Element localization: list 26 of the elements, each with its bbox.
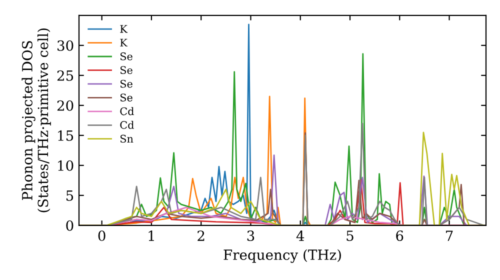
legend-label: Cd [120, 120, 134, 129]
y-tick-label: 0 [66, 220, 74, 231]
x-tick-label: 2 [198, 230, 204, 241]
x-tick-label: 0 [98, 230, 106, 242]
y-tick-label: 10 [58, 160, 74, 171]
legend-label: Se [120, 80, 132, 88]
y-tick-label: 15 [58, 130, 74, 141]
x-tick-label: 5 [346, 230, 354, 242]
legend-label: K [120, 38, 128, 46]
y-tick-label: 25 [57, 70, 74, 81]
legend-label: K [120, 25, 128, 33]
y-tick-label: 5 [66, 190, 74, 201]
x-tick-label: 7 [446, 230, 453, 241]
legend-label: Se [120, 66, 132, 74]
y-axis-title: Phonon projected DOS (States/THz·primitive cell) [22, 28, 51, 212]
x-tick-label: 1 [148, 230, 154, 241]
legend-label: Sn [120, 134, 134, 143]
x-axis-title: Frequency (THz) [224, 249, 341, 263]
legend-label: Cd [120, 107, 134, 116]
y-tick-label: 20 [57, 100, 74, 111]
x-tick-label: 6 [396, 230, 404, 242]
x-tick-label: 3 [247, 230, 254, 242]
legend-label: Se [120, 52, 132, 60]
legend-label: Se [120, 94, 132, 102]
y-tick-label: 30 [58, 40, 74, 51]
x-tick-label: 4 [296, 230, 304, 241]
